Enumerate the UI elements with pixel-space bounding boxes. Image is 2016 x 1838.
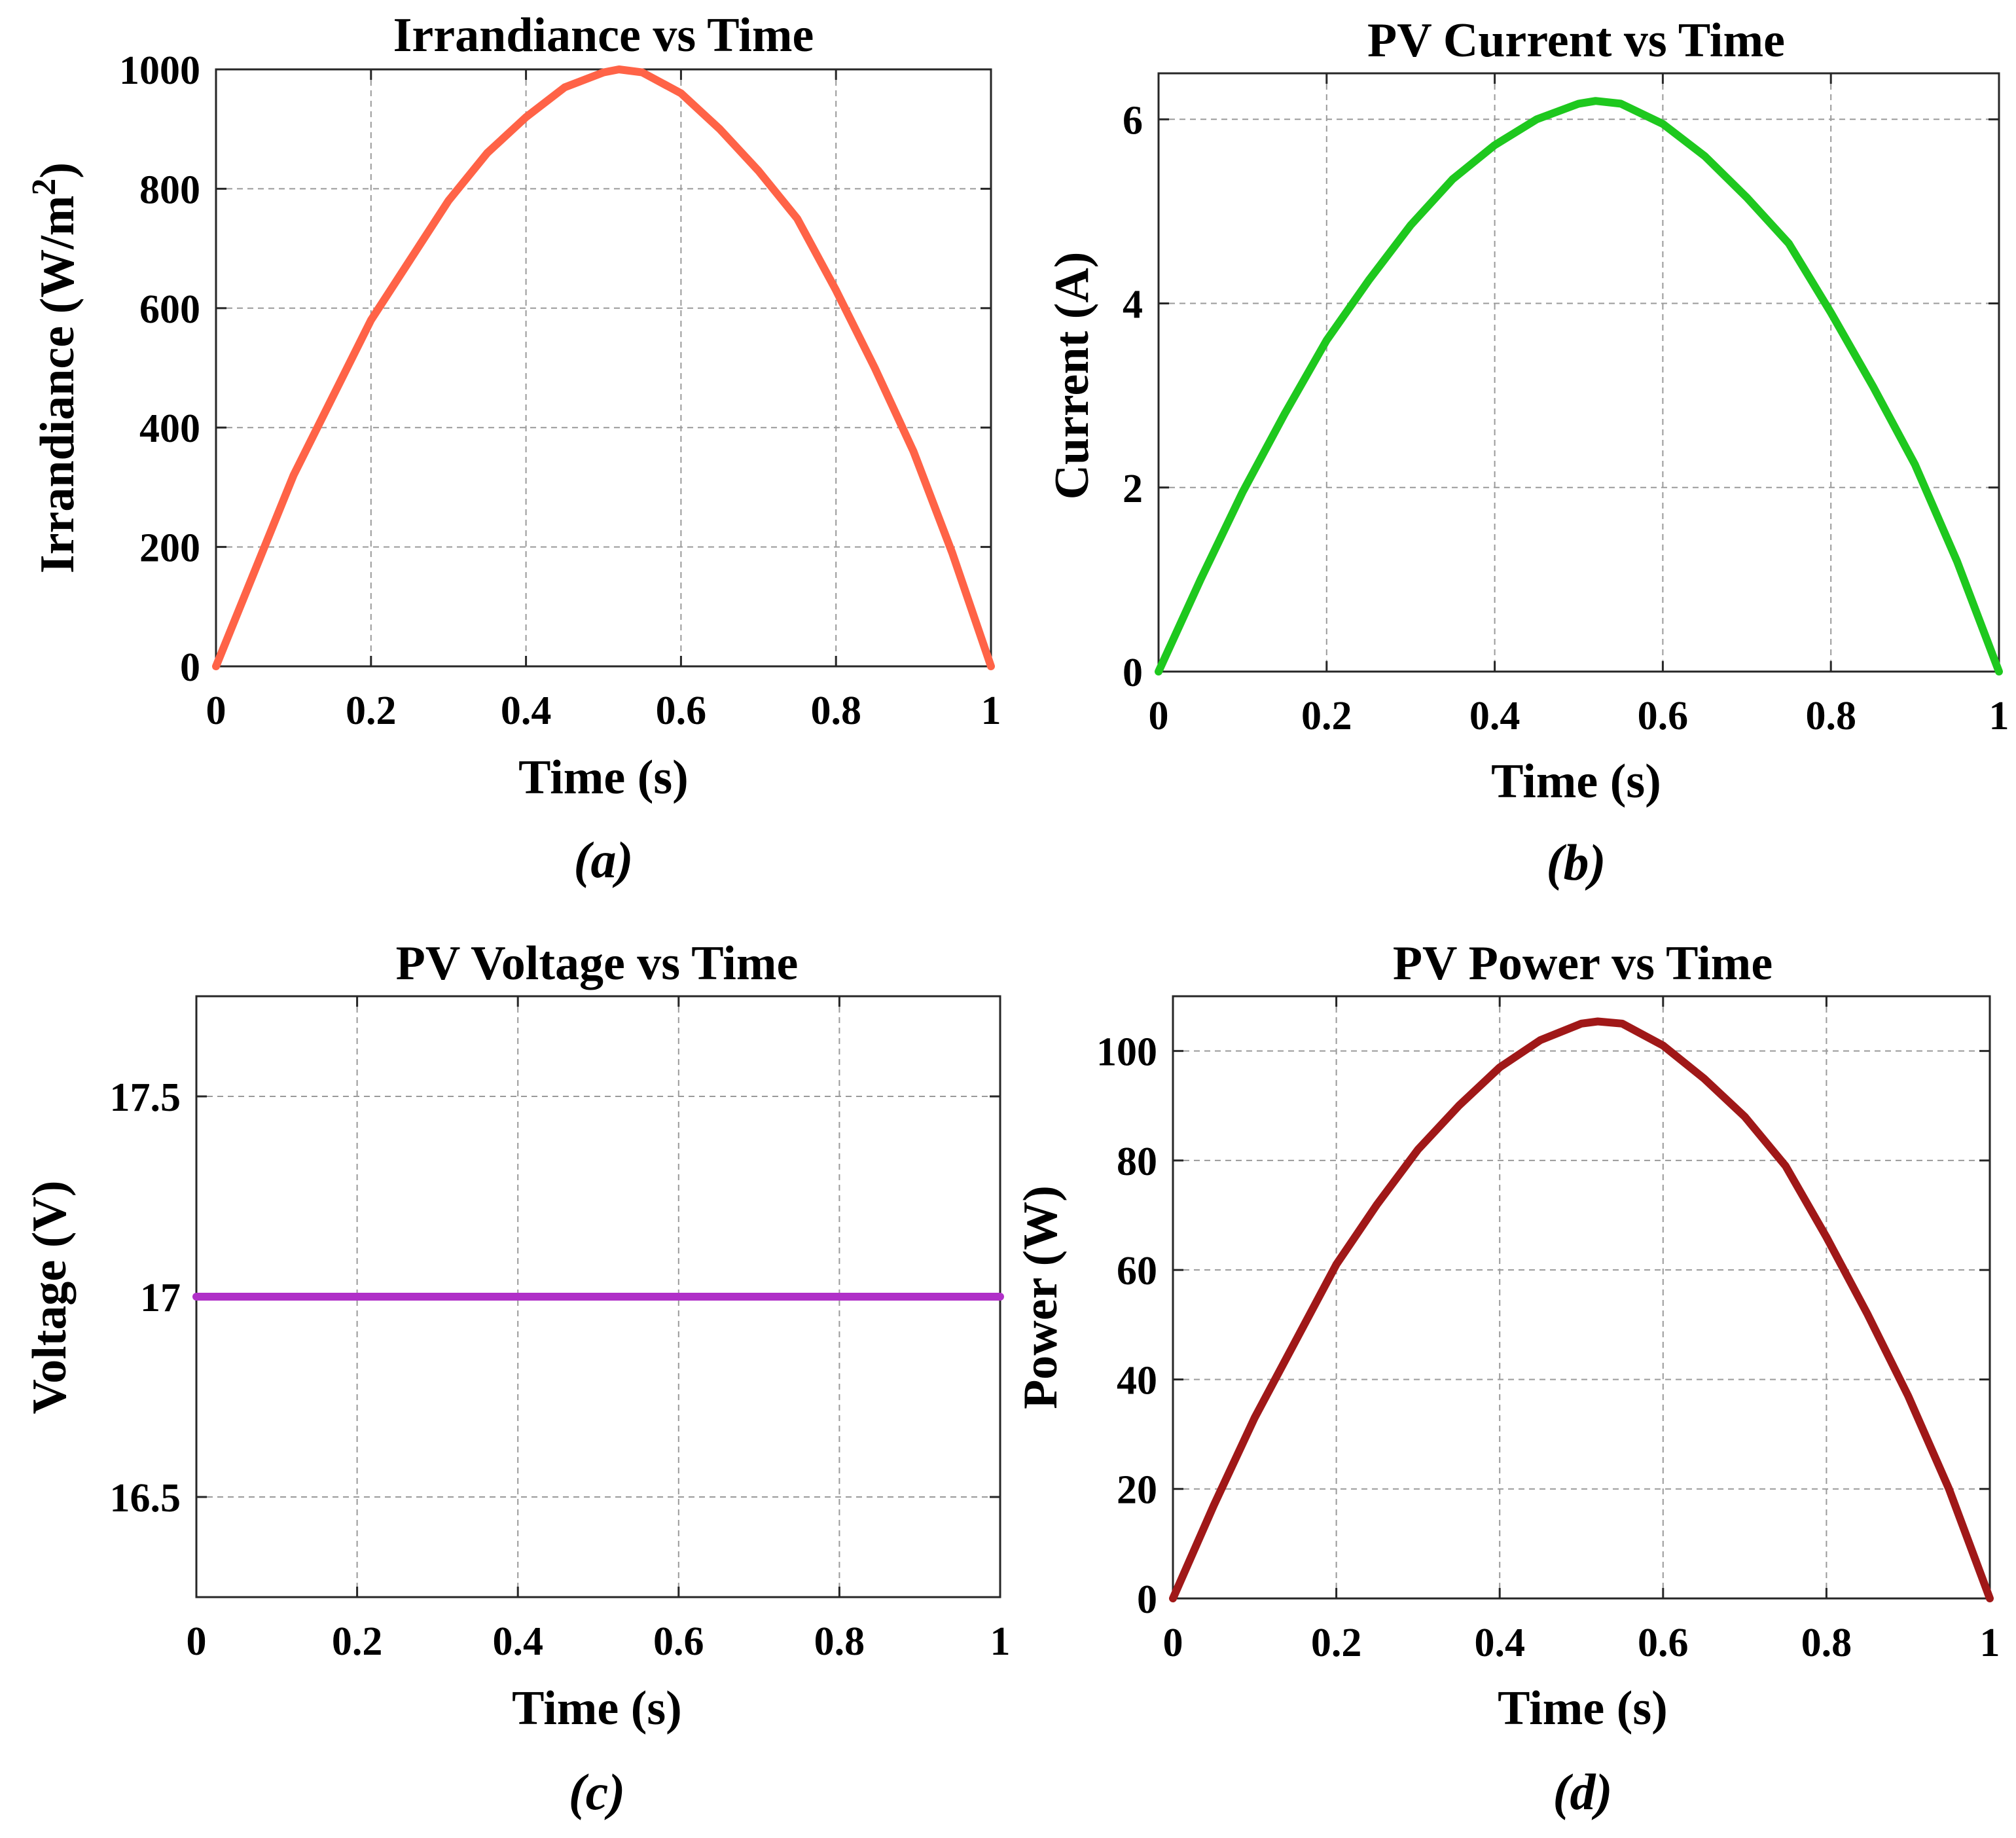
- y-axis-label-superscript: 2: [26, 179, 63, 196]
- y-tick-label: 80: [1117, 1140, 1157, 1184]
- ticks: 0 0.2 0.4 0.6 0.8 1 0 200 400 600 800 1000: [119, 48, 1001, 733]
- x-tick-label: 0.6: [1638, 1621, 1689, 1665]
- x-tick-label: 0.8: [1801, 1621, 1852, 1665]
- x-tick-label: 1: [990, 1619, 1011, 1664]
- x-axis-label: Time (s): [1491, 755, 1661, 808]
- y-axis-label: Power (W): [1014, 1185, 1068, 1409]
- panel-power: PV Power vs Time 0 0.2 0.4 0.6 0.8 1 0 20 40 60 80…: [1014, 937, 2000, 1820]
- x-axis-label: Time (s): [518, 751, 689, 804]
- x-tick-label: 0.8: [814, 1619, 865, 1664]
- x-tick-label: 0.2: [1311, 1621, 1362, 1665]
- x-tick-label: 0.4: [1474, 1621, 1525, 1665]
- x-tick-label: 0: [206, 689, 226, 733]
- x-tick-label: 0.4: [1469, 694, 1521, 738]
- ticks: 0 0.2 0.4 0.6 0.8 1 16.5 17 17.5: [110, 996, 1011, 1664]
- y-tick-label: 600: [139, 287, 200, 332]
- y-tick-label: 40: [1117, 1358, 1157, 1403]
- y-axis-label-main: Irrandiance (W/m: [31, 196, 84, 574]
- x-axis-label-main: Time (s): [512, 1682, 682, 1735]
- chart-title: PV Voltage vs Time: [396, 937, 799, 990]
- x-tick-label: 1: [1989, 694, 2009, 738]
- y-tick-label: 60: [1117, 1249, 1157, 1293]
- panel-caption: (a): [574, 831, 634, 888]
- y-tick-label: 200: [139, 526, 200, 571]
- y-tick-label: 0: [1137, 1577, 1157, 1622]
- plot-frame: [1157, 72, 2000, 673]
- panel-caption: (b): [1547, 834, 1606, 891]
- x-tick-label: 0.6: [656, 689, 707, 733]
- y-tick-label: 16.5: [110, 1476, 181, 1521]
- ticks: 0 0.2 0.4 0.6 0.8 1 0 2 4 6: [1123, 73, 2009, 738]
- y-tick-label: 4: [1123, 283, 1143, 327]
- series: [1155, 97, 2003, 676]
- series-line: [212, 65, 995, 670]
- y-tick-label: 6: [1123, 98, 1143, 143]
- series: [212, 65, 995, 670]
- x-tick-label: 0.6: [653, 1619, 704, 1664]
- grid: [1173, 996, 1990, 1598]
- series-line: [1155, 97, 2003, 676]
- panel-irradiance: Irrandiance vs Time 0 0.2 0.4 0.6 0.8 1 0 200 40…: [26, 9, 1001, 888]
- x-tick-label: 1: [1980, 1621, 2000, 1665]
- chart-title: PV Current vs Time: [1367, 14, 1785, 67]
- x-tick-label: 0.4: [492, 1619, 543, 1664]
- y-tick-label: 20: [1117, 1468, 1157, 1513]
- x-tick-label: 0.2: [346, 689, 397, 733]
- x-tick-label: 0.2: [332, 1619, 383, 1664]
- y-tick-label: 17.5: [110, 1075, 181, 1120]
- series: [1169, 1017, 1994, 1602]
- y-axis-label: Current (A): [1045, 252, 1099, 500]
- x-tick-label: 0.2: [1301, 694, 1352, 738]
- grid: [1159, 73, 1999, 672]
- panel-caption: (d): [1553, 1763, 1613, 1820]
- x-tick-label: 0: [187, 1619, 207, 1664]
- plot-frame: [1172, 995, 1991, 1600]
- y-tick-label: 2: [1123, 467, 1143, 511]
- y-axis-label-suffix: ): [31, 162, 84, 179]
- y-tick-label: 400: [139, 406, 200, 451]
- y-axis-label: Irrandiance (W/m2): [26, 162, 84, 573]
- y-tick-label: 0: [180, 645, 200, 690]
- x-tick-label: 0.6: [1638, 694, 1689, 738]
- x-tick-label: 0.8: [810, 689, 861, 733]
- panel-caption: (c): [569, 1763, 626, 1820]
- y-tick-label: 0: [1123, 651, 1143, 695]
- series-line: [1169, 1017, 1994, 1602]
- y-axis-label: Voltage (V): [23, 1181, 77, 1415]
- y-tick-label: 1000: [119, 48, 200, 93]
- chart-title: Irrandiance vs Time: [393, 9, 814, 62]
- chart-title: PV Power vs Time: [1393, 937, 1773, 990]
- x-axis-label: Time (s): [1498, 1682, 1668, 1735]
- x-tick-label: 0: [1163, 1621, 1183, 1665]
- ticks: 0 0.2 0.4 0.6 0.8 1 0 20 40 60 80 100: [1096, 996, 2000, 1665]
- x-tick-label: 1: [981, 689, 1001, 733]
- x-tick-label: 0.8: [1805, 694, 1856, 738]
- panel-voltage: PV Voltage vs Time 0 0.2 0.4 0.6 0.8 1 16.5 17 1…: [23, 937, 1011, 1820]
- x-tick-label: 0.4: [501, 689, 552, 733]
- x-tick-label: 0: [1149, 694, 1169, 738]
- grid: [216, 69, 991, 666]
- panel-current: PV Current vs Time 0 0.2 0.4 0.6 0.8 1 0 2 4 6 Ti…: [1045, 14, 2009, 891]
- y-tick-label: 17: [140, 1276, 181, 1320]
- y-tick-label: 800: [139, 168, 200, 212]
- y-tick-label: 100: [1096, 1030, 1157, 1075]
